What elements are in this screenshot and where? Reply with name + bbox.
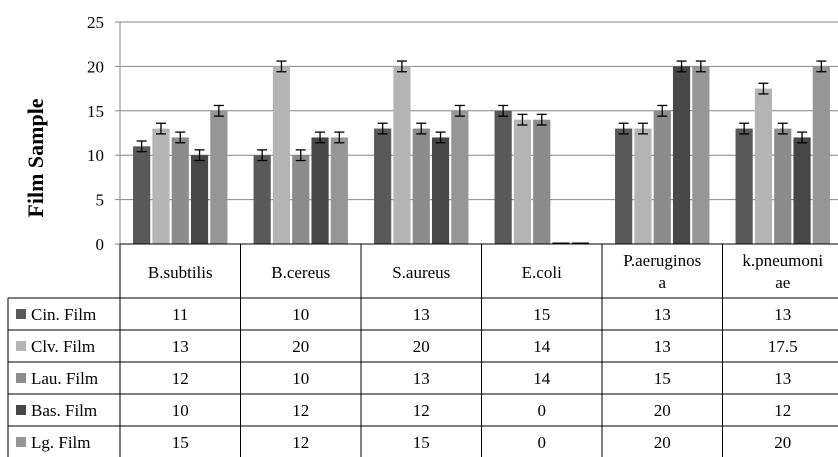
category-label: E.coli (522, 263, 562, 282)
data-label: 13 (654, 305, 671, 324)
y-tick-label: 10 (87, 146, 104, 165)
bar (615, 128, 633, 244)
y-tick-label: 5 (96, 191, 105, 210)
y-axis-label-text: Film Sample (23, 98, 48, 218)
bar (330, 137, 348, 244)
series-name: Bas. Film (31, 401, 97, 420)
bar (431, 137, 450, 244)
bar (393, 66, 411, 245)
data-label: 12 (292, 401, 309, 420)
category-label: B.cereus (271, 263, 330, 282)
data-label: 12 (413, 401, 430, 420)
y-tick-label: 25 (87, 13, 104, 32)
data-label: 15 (172, 433, 189, 452)
bar (133, 146, 151, 244)
bar (272, 66, 291, 245)
data-label: 20 (654, 433, 671, 452)
data-label: 0 (538, 433, 547, 452)
bar (533, 119, 551, 244)
y-tick-labels: 0 5 10 15 20 25 (87, 13, 104, 254)
bar (412, 128, 430, 244)
data-label: 10 (292, 305, 309, 324)
data-label: 11 (172, 305, 188, 324)
category-label: B.subtilis (148, 263, 213, 282)
data-label: 14 (533, 369, 551, 388)
data-label: 14 (533, 337, 551, 356)
bar (793, 137, 811, 244)
legend-swatch (16, 405, 26, 415)
bar (735, 128, 753, 244)
data-label: 20 (654, 401, 671, 420)
data-label: 10 (172, 401, 189, 420)
series-name: Lau. Film (31, 369, 98, 388)
data-label: 17.5 (768, 337, 798, 356)
grid-lines (115, 21, 838, 245)
category-label-line: a (658, 273, 666, 292)
data-label: 15 (654, 369, 671, 388)
y-tick-label: 20 (87, 57, 104, 76)
legend-swatch (16, 373, 26, 383)
data-label: 12 (172, 369, 189, 388)
data-table: B.subtilis B.cereus S.aureus E.coli P.aerugi… (7, 243, 838, 457)
bar (374, 128, 392, 244)
bar (653, 110, 671, 244)
bar (812, 66, 830, 245)
data-label: 13 (172, 337, 189, 356)
series-name: Cin. Film (31, 305, 96, 324)
series-name: Lg. Film (31, 433, 91, 452)
data-label: 13 (413, 369, 430, 388)
bar (494, 110, 512, 244)
data-label: 20 (774, 433, 791, 452)
bar (311, 137, 329, 244)
data-label: 15 (533, 305, 550, 324)
data-label: 13 (654, 337, 671, 356)
data-label: 20 (292, 337, 309, 356)
category-label-line: ae (775, 273, 790, 292)
category-label: S.aureus (392, 263, 450, 282)
category-label-line: k.pneumoni (742, 251, 823, 270)
bar (692, 66, 710, 245)
y-tick-label: 15 (87, 102, 104, 121)
bar (210, 110, 228, 244)
data-label: 13 (774, 305, 791, 324)
data-label: 13 (774, 369, 791, 388)
y-tick-label: 0 (96, 235, 105, 254)
bar (634, 128, 652, 244)
data-label: 0 (538, 401, 547, 420)
data-label: 13 (413, 305, 430, 324)
bar (152, 128, 170, 244)
bar (253, 155, 271, 244)
bar (171, 137, 189, 244)
bar (513, 119, 532, 244)
bar (774, 128, 792, 244)
legend-swatch (16, 341, 26, 351)
category-label-line: P.aeruginos (623, 251, 701, 270)
data-label: 10 (292, 369, 309, 388)
bar (672, 66, 691, 245)
data-label: 12 (774, 401, 791, 420)
y-axis-label: Film Sample (23, 98, 48, 217)
bar (754, 88, 773, 244)
data-label: 20 (413, 337, 430, 356)
bar (190, 155, 209, 244)
data-label: 12 (292, 433, 309, 452)
data-label: 15 (413, 433, 430, 452)
legend-swatch (16, 309, 26, 319)
legend-swatch (16, 437, 26, 447)
bars (133, 60, 830, 245)
bar (292, 155, 310, 244)
bar (451, 110, 469, 244)
series-name: Clv. Film (31, 337, 95, 356)
